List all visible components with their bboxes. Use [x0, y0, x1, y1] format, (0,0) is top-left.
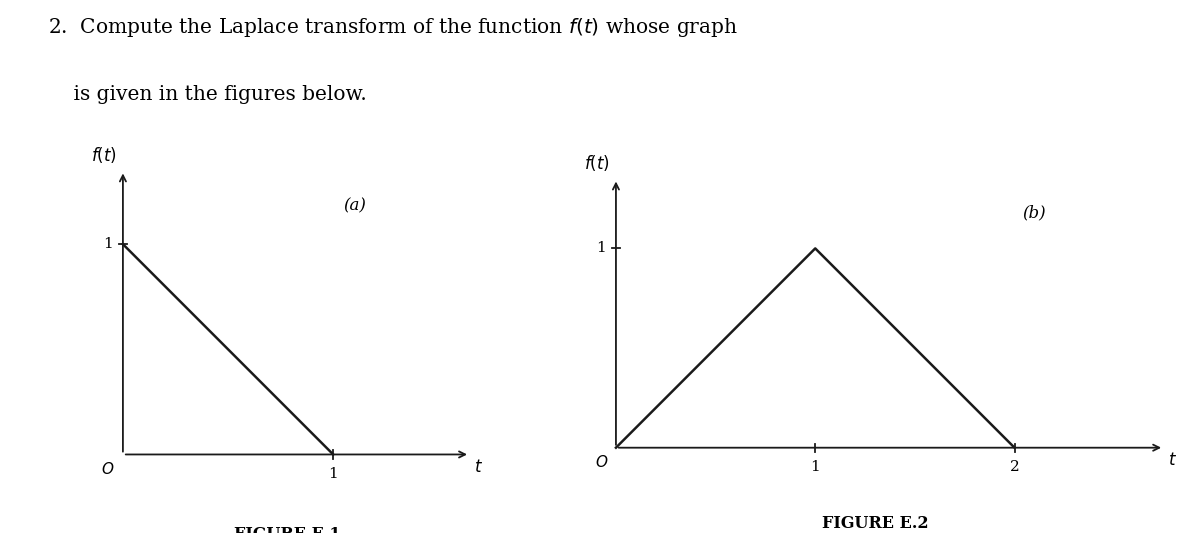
Text: 1: 1	[810, 459, 820, 474]
Text: $t$: $t$	[1168, 451, 1177, 469]
Text: $f(t)$: $f(t)$	[91, 145, 116, 165]
Text: 1: 1	[596, 241, 606, 255]
Text: $O$: $O$	[594, 454, 608, 470]
Text: $f(t)$: $f(t)$	[584, 154, 610, 173]
Text: 2: 2	[1009, 459, 1020, 474]
Text: FIGURE E.2: FIGURE E.2	[822, 515, 929, 532]
Text: (b): (b)	[1022, 204, 1046, 221]
Text: FIGURE E.1: FIGURE E.1	[234, 526, 341, 533]
Text: (a): (a)	[343, 198, 366, 215]
Text: $O$: $O$	[101, 461, 114, 477]
Text: 2.  Compute the Laplace transform of the function $f(t)$ whose graph: 2. Compute the Laplace transform of the …	[48, 16, 738, 39]
Text: $t$: $t$	[474, 459, 484, 475]
Text: 1: 1	[329, 467, 338, 481]
Text: is given in the figures below.: is given in the figures below.	[48, 85, 367, 104]
Text: 1: 1	[103, 237, 113, 251]
